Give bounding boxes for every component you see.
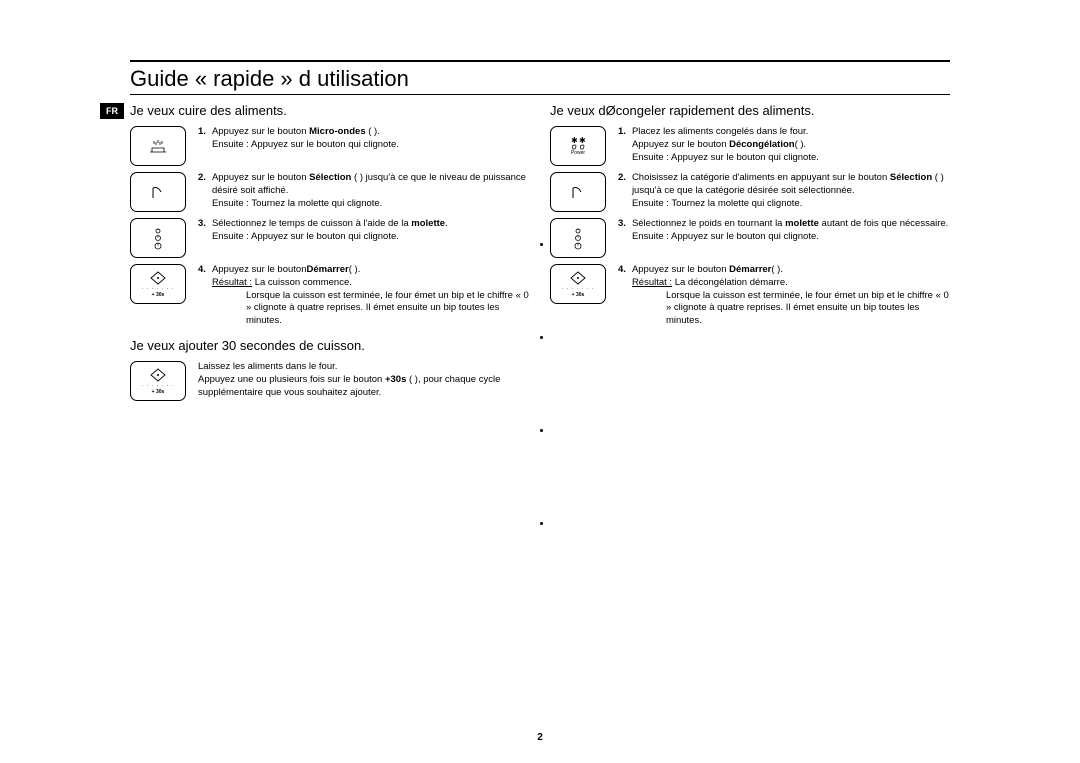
- step-text: Appuyez sur le boutonDémarrer( ). Résult…: [212, 264, 530, 328]
- step-text: Laissez les aliments dans le four. Appuy…: [198, 361, 530, 399]
- left-column: FR Je veux cuire des aliments. 1. Appuye…: [130, 103, 530, 407]
- plus30s-label: + 30s: [152, 389, 165, 395]
- left-step-1: 1. Appuyez sur le bouton Micro-ondes ( )…: [130, 126, 530, 166]
- defrost-icon: ✱✱ Power: [550, 126, 606, 166]
- step-text: Appuyez sur le bouton Micro-ondes ( ). E…: [212, 126, 399, 152]
- step-number: 2.: [198, 172, 206, 210]
- left-step-3: 3. Sélectionnez le temps de cuisson à l'…: [130, 218, 530, 258]
- power-label: Power: [571, 150, 585, 156]
- start-icon: · · · · · · · + 30s: [130, 264, 186, 304]
- plus30s-label: + 30s: [152, 292, 165, 298]
- step-number: 2.: [618, 172, 626, 210]
- title-rule: [130, 94, 950, 95]
- right-column: Je veux dØcongeler rapidement des alimen…: [550, 103, 950, 407]
- left-section2-heading: Je veux ajouter 30 secondes de cuisson.: [130, 338, 530, 353]
- left-add30: · · · · · · · + 30s Laissez les aliments…: [130, 361, 530, 401]
- step-number: 4.: [198, 264, 206, 328]
- dial-icon: [550, 218, 606, 258]
- selection-icon: [550, 172, 606, 212]
- step-text: Appuyez sur le bouton Sélection ( ) jusq…: [212, 172, 530, 210]
- page-title: Guide « rapide » d utilisation: [130, 62, 950, 94]
- right-step-2: 2. Choisissez la catégorie d'aliments en…: [550, 172, 950, 212]
- column-separator-dots: [540, 243, 543, 525]
- step-text: Sélectionnez le temps de cuisson à l'aid…: [212, 218, 448, 244]
- plus30s-label: + 30s: [572, 292, 585, 298]
- step-number: 1.: [618, 126, 626, 164]
- step-number: 1.: [198, 126, 206, 152]
- right-step-4: · · · · · · · + 30s 4. Appuyez sur le bo…: [550, 264, 950, 328]
- step-text: Sélectionnez le poids en tournant la mol…: [632, 218, 948, 244]
- step-text: Choisissez la catégorie d'aliments en ap…: [632, 172, 950, 210]
- left-step-2: 2. Appuyez sur le bouton Sélection ( ) j…: [130, 172, 530, 212]
- language-tab: FR: [100, 103, 124, 119]
- step-text: Appuyez sur le bouton Démarrer( ). Résul…: [632, 264, 950, 328]
- right-step-3: 3. Sélectionnez le poids en tournant la …: [550, 218, 950, 258]
- right-section1-heading: Je veux dØcongeler rapidement des alimen…: [550, 103, 950, 118]
- step-text: Placez les aliments congelés dans le fou…: [632, 126, 819, 164]
- step-number: 4.: [618, 264, 626, 328]
- svg-text:✱: ✱: [571, 136, 578, 145]
- svg-text:✱: ✱: [579, 136, 586, 145]
- left-section1-heading: Je veux cuire des aliments.: [130, 103, 530, 118]
- page: Guide « rapide » d utilisation FR Je veu…: [130, 60, 950, 407]
- microwave-icon: [130, 126, 186, 166]
- selection-icon: [130, 172, 186, 212]
- start-plus30s-icon: · · · · · · · + 30s: [130, 361, 186, 401]
- step-number: 3.: [618, 218, 626, 244]
- start-icon: · · · · · · · + 30s: [550, 264, 606, 304]
- left-step-4: · · · · · · · + 30s 4. Appuyez sur le bo…: [130, 264, 530, 328]
- columns: FR Je veux cuire des aliments. 1. Appuye…: [130, 103, 950, 407]
- page-number: 2: [537, 732, 543, 743]
- right-step-1: ✱✱ Power 1. Placez les aliments congelés…: [550, 126, 950, 166]
- step-number: 3.: [198, 218, 206, 244]
- dial-icon: [130, 218, 186, 258]
